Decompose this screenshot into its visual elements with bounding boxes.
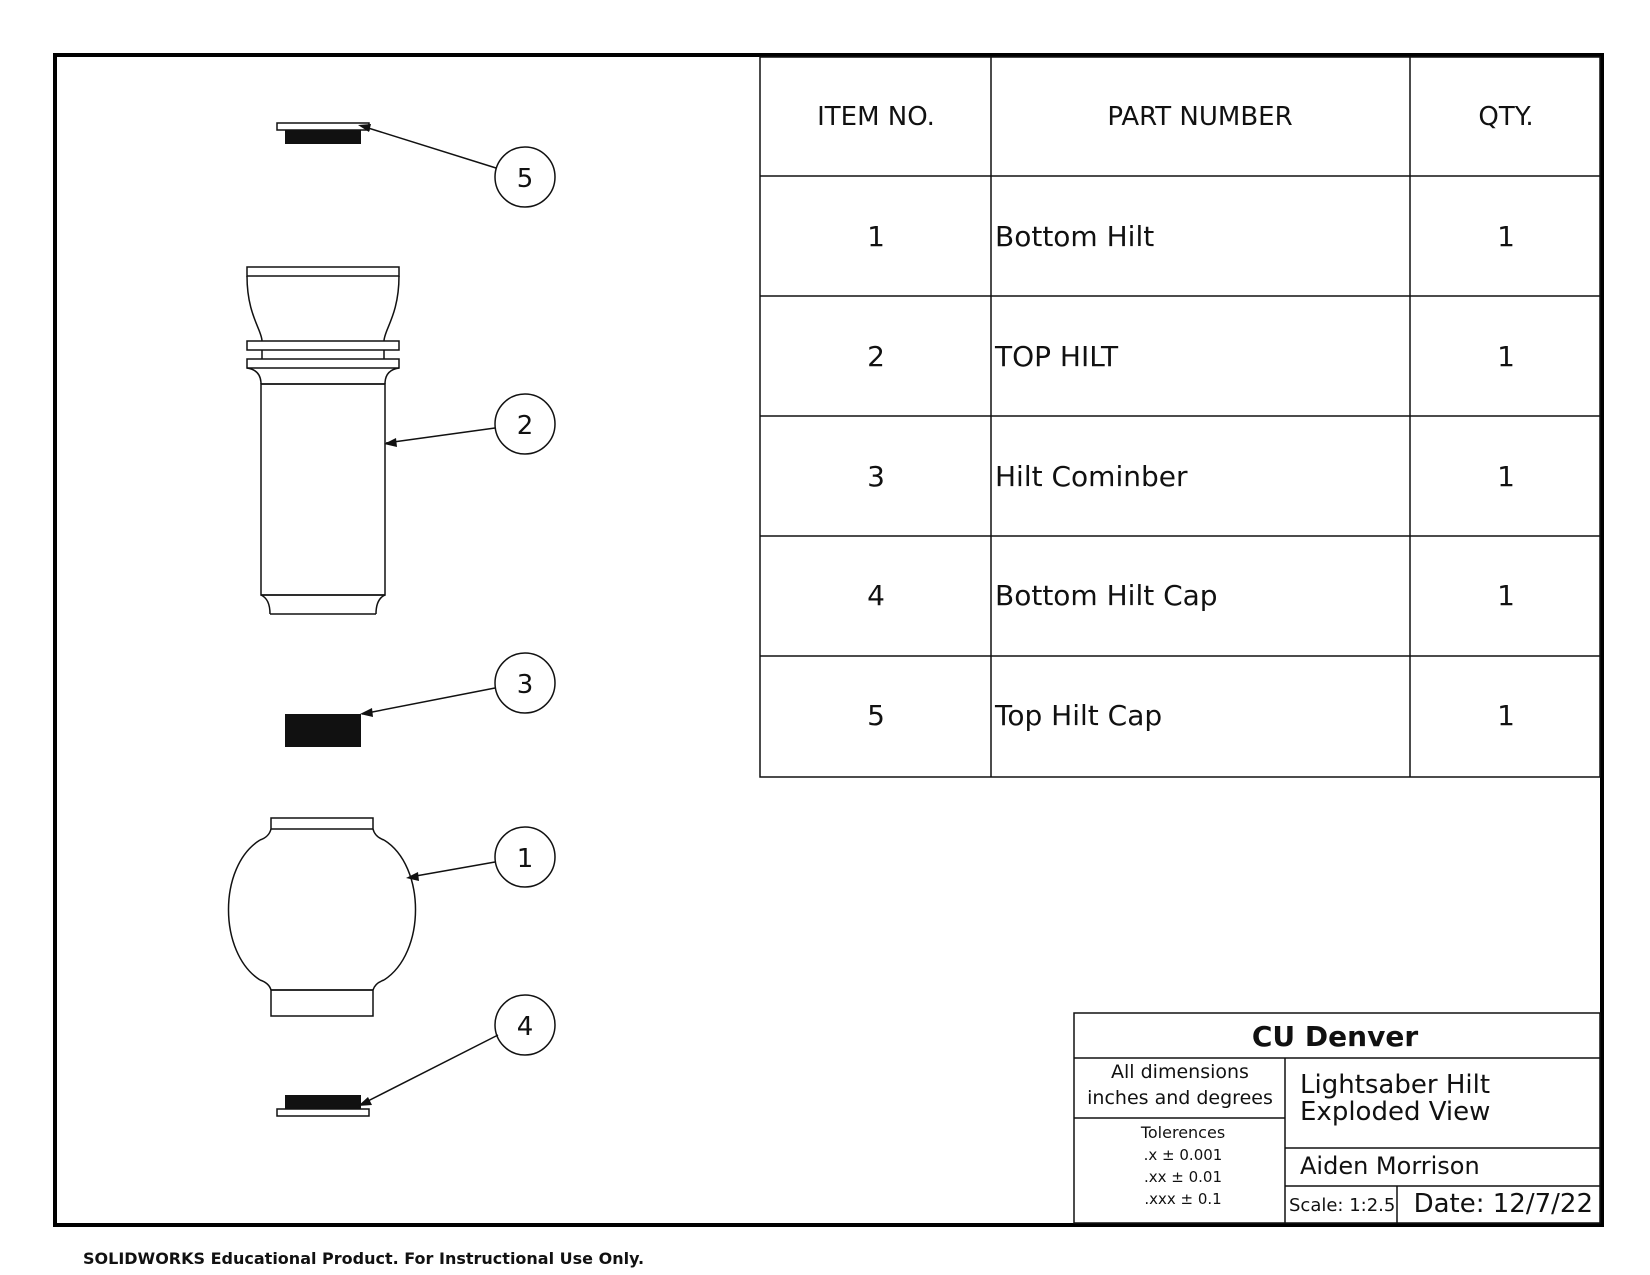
bom-row-2-qty: 1 [1497,340,1515,373]
balloon-4: 4 [358,994,556,1106]
balloon-2-label: 2 [517,411,534,441]
balloon-1: 1 [406,826,556,888]
title-block-tolerance-2: .xx ± 0.01 [1144,1168,1222,1186]
part-top-hilt-cap [276,122,370,144]
part-top-hilt [246,266,400,615]
sheet-border [53,53,1604,1227]
bom-header-qty: QTY. [1478,102,1533,132]
balloon-3: 3 [360,652,556,717]
bom-row-2-item: 2 [867,340,885,373]
bom-row-1-qty: 1 [1497,220,1515,253]
bom-header-item-no: ITEM NO. [817,102,935,132]
balloon-2: 2 [384,393,556,455]
bom-row-1-part: Bottom Hilt [995,220,1154,253]
title-block-author: Aiden Morrison [1300,1152,1480,1180]
part-hilt-cominber [285,714,361,747]
bom-row-4-item: 4 [867,579,885,612]
title-block-dimensions-line2: inches and degrees [1087,1087,1273,1109]
bom-table: ITEM NO. PART NUMBER QTY. 1 Bottom Hilt … [759,56,1601,778]
title-block-tolerance-3: .xxx ± 0.1 [1144,1190,1221,1208]
balloon-3-label: 3 [517,670,534,700]
bom-row-5-part: Top Hilt Cap [994,699,1162,732]
bom-row-3-item: 3 [867,460,885,493]
educational-notice: SOLIDWORKS Educational Product. For Inst… [83,1249,644,1268]
bom-header-part-number: PART NUMBER [1107,102,1292,132]
title-block-title-line2: Exploded View [1300,1097,1490,1127]
title-block-date: Date: 12/7/22 [1414,1189,1593,1219]
title-block-tolerance-1: .x ± 0.001 [1144,1146,1223,1164]
title-block-tolerances-label: Tolerences [1140,1123,1225,1142]
part-bottom-hilt [227,817,417,1017]
part-bottom-hilt-cap [276,1095,370,1117]
bom-row-1-item: 1 [867,220,885,253]
balloon-1-label: 1 [517,844,534,874]
title-block-title-line1: Lightsaber Hilt [1300,1070,1490,1100]
balloon-4-label: 4 [517,1012,534,1042]
bom-row-3-qty: 1 [1497,460,1515,493]
bom-row-3-part: Hilt Cominber [995,460,1188,493]
title-block-scale: Scale: 1:2.5 [1289,1195,1395,1216]
bom-row-4-qty: 1 [1497,579,1515,612]
title-block: CU Denver All dimensions inches and degr… [1073,1012,1601,1224]
title-block-dimensions-line1: All dimensions [1111,1061,1249,1083]
bom-row-4-part: Bottom Hilt Cap [995,579,1218,612]
bom-row-5-item: 5 [867,699,885,732]
balloon-5: 5 [358,124,556,208]
bom-row-2-part: TOP HILT [994,340,1119,373]
title-block-organization: CU Denver [1252,1020,1418,1053]
bom-row-5-qty: 1 [1497,699,1515,732]
balloon-5-label: 5 [517,164,534,194]
